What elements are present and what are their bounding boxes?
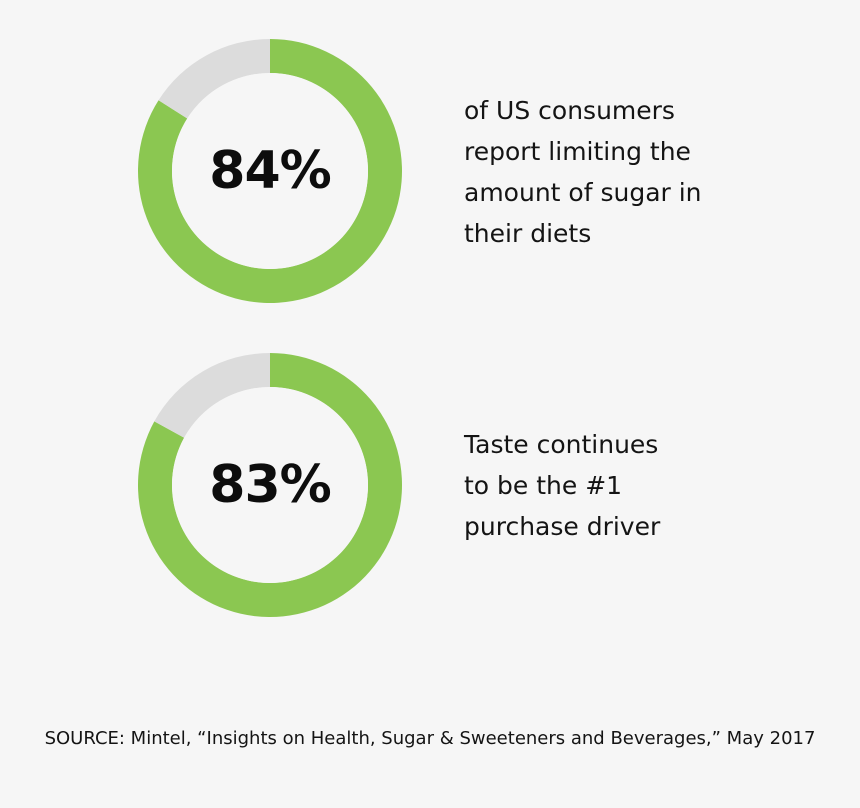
- donut-svg: [137, 39, 402, 303]
- donut-chart: 84%: [137, 38, 403, 304]
- stat-caption: of US consumers report limiting the amou…: [464, 96, 702, 248]
- donut-center-percent: 84%: [209, 141, 331, 201]
- donut-chart: 83%: [137, 352, 403, 618]
- stat-block-taste-driver: 83% Taste continues to be the #1 purchas…: [0, 352, 860, 618]
- donut-hole: [172, 387, 368, 583]
- donut-hole: [172, 73, 368, 269]
- source-citation: SOURCE: Mintel, “Insights on Health, Sug…: [44, 728, 816, 749]
- stat-caption: Taste continues to be the #1 purchase dr…: [464, 430, 661, 541]
- stat-block-sugar-limiting: 84% of US consumers report limiting the …: [0, 38, 860, 304]
- donut-slice-remainder: [154, 353, 270, 438]
- donut-svg: [138, 353, 402, 617]
- donut-slice-remainder: [158, 39, 270, 119]
- donut-center-percent: 83%: [209, 455, 331, 515]
